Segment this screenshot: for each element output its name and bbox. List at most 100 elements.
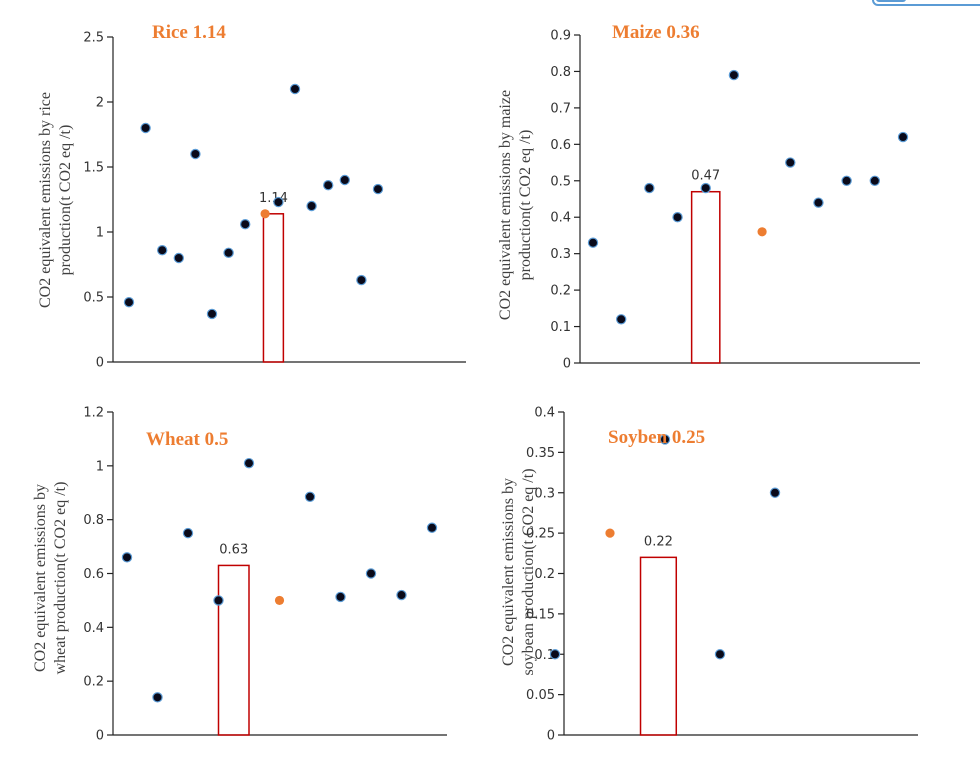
y-axis-label-line: production(t CO2 eq /t) xyxy=(517,130,534,281)
data-point xyxy=(700,182,711,194)
data-point xyxy=(644,182,655,194)
chart-title: Wheat 0.5 xyxy=(146,429,228,450)
data-point xyxy=(173,252,184,264)
y-tick-label: 1.5 xyxy=(83,161,104,176)
chart-panel-4: 0 0.05 0.1 0.15 0.2 0.25 0.3 0.35 0.4 0.22 Soyben … xyxy=(500,406,918,744)
data-point xyxy=(396,589,407,601)
chart-title: Soyben 0.25 xyxy=(608,427,705,448)
data-point xyxy=(841,175,852,186)
y-tick-label: 0 xyxy=(96,729,104,744)
data-point xyxy=(587,237,599,248)
chart-title: Maize 0.36 xyxy=(612,22,700,43)
value-bar xyxy=(262,213,285,363)
y-axis-label-line: soybean production(t CO2 eq /t) xyxy=(520,468,537,675)
data-point xyxy=(813,197,824,208)
data-point xyxy=(273,196,284,208)
y-tick-label: 1.2 xyxy=(83,406,104,421)
data-point xyxy=(659,434,671,445)
y-tick-label: 0.1 xyxy=(534,648,555,663)
chart-title: Rice 1.14 xyxy=(152,22,226,43)
bar-data-label: 0.22 xyxy=(644,534,673,549)
value-bar xyxy=(217,564,250,736)
y-axis-label: CO2 equivalent emissions by wheat product… xyxy=(32,482,69,675)
y-tick-label: 0.2 xyxy=(83,675,104,690)
data-point xyxy=(372,183,384,195)
y-axis-label-line: production(t CO2 eq /t) xyxy=(57,125,74,276)
y-tick-label: 0.3 xyxy=(550,247,571,262)
y-axis-label-line: CO2 equivalent emissions by xyxy=(32,484,49,672)
data-point xyxy=(785,157,796,168)
bar-data-label: 0.63 xyxy=(219,542,248,557)
data-point xyxy=(356,274,367,286)
data-point xyxy=(769,487,781,498)
data-point xyxy=(335,591,346,603)
corner-toggle-knob xyxy=(876,0,906,2)
data-point xyxy=(365,568,377,579)
chart-panel-2: 0 0.1 0.2 0.3 0.4 0.5 0.6 0.7 0.8 0.9 0.47 Maize 0.… xyxy=(497,22,920,372)
data-point xyxy=(714,649,726,660)
y-tick-label: 0.4 xyxy=(534,406,555,421)
y-axis-label-line: CO2 equivalent emissions by xyxy=(500,478,517,666)
data-point xyxy=(239,218,251,230)
data-point xyxy=(304,491,316,502)
y-tick-label: 0.8 xyxy=(83,513,104,528)
y-tick-label: 0.4 xyxy=(83,621,104,636)
highlight-point xyxy=(757,227,767,237)
data-point xyxy=(869,175,881,186)
data-point xyxy=(223,247,234,258)
y-tick-label: 0.5 xyxy=(83,291,104,306)
data-point xyxy=(213,595,224,606)
data-point xyxy=(897,131,909,143)
y-axis-label-line: wheat production(t CO2 eq /t) xyxy=(52,482,69,675)
data-point xyxy=(152,692,163,703)
chart-panel-3: 0 0.2 0.4 0.6 0.8 1 1.2 0.63 Wheat 0.5 CO2 equiva… xyxy=(32,406,447,744)
y-tick-label: 0.6 xyxy=(550,138,571,153)
corner-toggle-button[interactable] xyxy=(872,0,980,6)
data-point xyxy=(156,244,168,256)
y-axis-label: CO2 equivalent emissions by rice producti… xyxy=(37,92,74,308)
data-point xyxy=(728,69,740,81)
y-tick-label: 1 xyxy=(96,459,104,474)
y-axis-label: CO2 equivalent emissions by maize product… xyxy=(497,90,534,320)
data-point xyxy=(426,522,438,533)
y-tick-label: 0 xyxy=(547,729,555,744)
y-axis-label-line: CO2 equivalent emissions by rice xyxy=(37,92,54,308)
y-tick-label: 0.7 xyxy=(550,101,571,116)
data-point xyxy=(339,174,350,186)
y-tick-label: 0.05 xyxy=(526,688,555,703)
y-tick-label: 0.9 xyxy=(550,29,571,44)
y-tick-label: 0.8 xyxy=(550,65,571,80)
y-tick-label: 0.1 xyxy=(550,320,571,335)
data-point xyxy=(549,649,561,660)
data-point xyxy=(672,212,683,223)
data-point xyxy=(140,122,151,134)
y-tick-label: 2 xyxy=(96,96,104,111)
data-point xyxy=(323,179,334,191)
y-tick-label: 0.15 xyxy=(526,607,555,622)
data-point xyxy=(190,148,201,160)
highlight-point xyxy=(260,209,270,219)
data-point xyxy=(615,314,627,325)
highlight-point xyxy=(274,595,285,606)
value-bar xyxy=(690,190,721,364)
data-point xyxy=(306,200,317,212)
data-point xyxy=(206,308,218,320)
y-tick-label: 1 xyxy=(96,226,104,241)
y-tick-label: 0.4 xyxy=(550,211,571,226)
y-tick-label: 0.2 xyxy=(550,284,571,299)
value-bar xyxy=(639,556,678,736)
data-point xyxy=(182,527,194,539)
highlight-point xyxy=(605,528,615,538)
y-tick-label: 0.3 xyxy=(534,486,555,501)
y-tick-label: 0.6 xyxy=(83,567,104,582)
y-tick-label: 0.5 xyxy=(550,174,571,189)
y-tick-label: 0 xyxy=(96,356,104,371)
data-point xyxy=(289,83,301,95)
y-tick-label: 0.25 xyxy=(526,527,555,542)
data-point xyxy=(121,552,133,563)
data-point xyxy=(123,297,135,308)
y-axis-label: CO2 equivalent emissions by soybean produ… xyxy=(500,468,537,675)
y-tick-label: 0 xyxy=(563,357,571,372)
y-tick-label: 0.2 xyxy=(534,567,555,582)
